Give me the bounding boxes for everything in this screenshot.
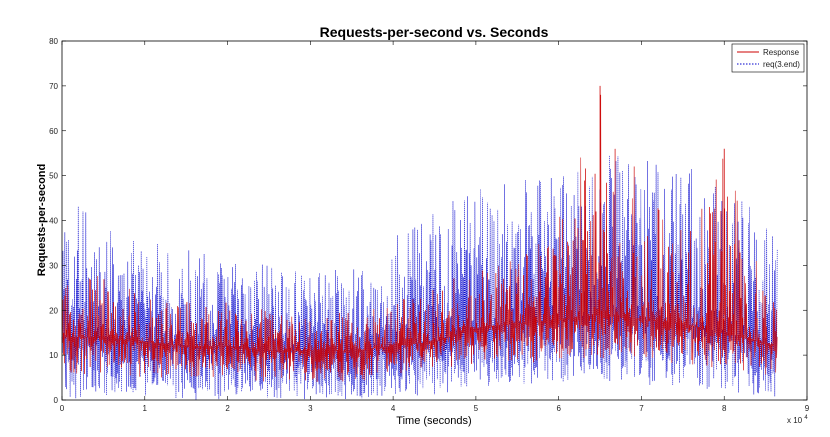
- y-tick-label: 10: [49, 351, 58, 360]
- x-axis: 0 1 2 3 4 5 6 7 8 9: [60, 41, 810, 413]
- legend-label-req: req(3.end): [763, 60, 800, 69]
- x-tick-label: 2: [225, 404, 230, 413]
- x-exponent-power: 4: [804, 415, 808, 421]
- x-tick-label: 6: [556, 404, 561, 413]
- series-layer: [61, 85, 778, 400]
- legend-label-response: Response: [763, 48, 800, 57]
- y-tick-label: 70: [49, 82, 58, 91]
- legend-box: [731, 43, 805, 73]
- y-axis: 0 10 20 30 40 50 60 70 80: [49, 37, 807, 405]
- chart-title: Requests-per-second vs. Seconds: [320, 24, 549, 40]
- series-line-response: [61, 94, 778, 382]
- y-tick-label: 50: [49, 172, 58, 181]
- y-axis-label: Requests-per-second: [36, 164, 48, 276]
- x-tick-label: 0: [60, 404, 65, 413]
- y-tick-label: 0: [54, 396, 59, 405]
- y-tick-label: 20: [49, 306, 58, 315]
- x-tick-label: 4: [391, 404, 396, 413]
- y-tick-label: 60: [49, 127, 58, 136]
- x-tick-label: 7: [639, 404, 644, 413]
- x-exponent-base: x 10: [787, 416, 803, 425]
- y-tick-label: 30: [49, 261, 58, 270]
- legend: Response req(3.end): [731, 43, 805, 73]
- series-line-req: [61, 155, 778, 400]
- x-tick-label: 1: [143, 404, 148, 413]
- x-axis-label: Time (seconds): [396, 415, 471, 427]
- y-tick-label: 80: [49, 37, 58, 46]
- y-tick-label: 40: [49, 217, 58, 226]
- x-tick-label: 8: [722, 404, 727, 413]
- x-axis-exponent: x 10 4: [787, 415, 808, 425]
- x-tick-label: 3: [308, 404, 313, 413]
- x-tick-label: 5: [474, 404, 479, 413]
- x-tick-label: 9: [805, 404, 810, 413]
